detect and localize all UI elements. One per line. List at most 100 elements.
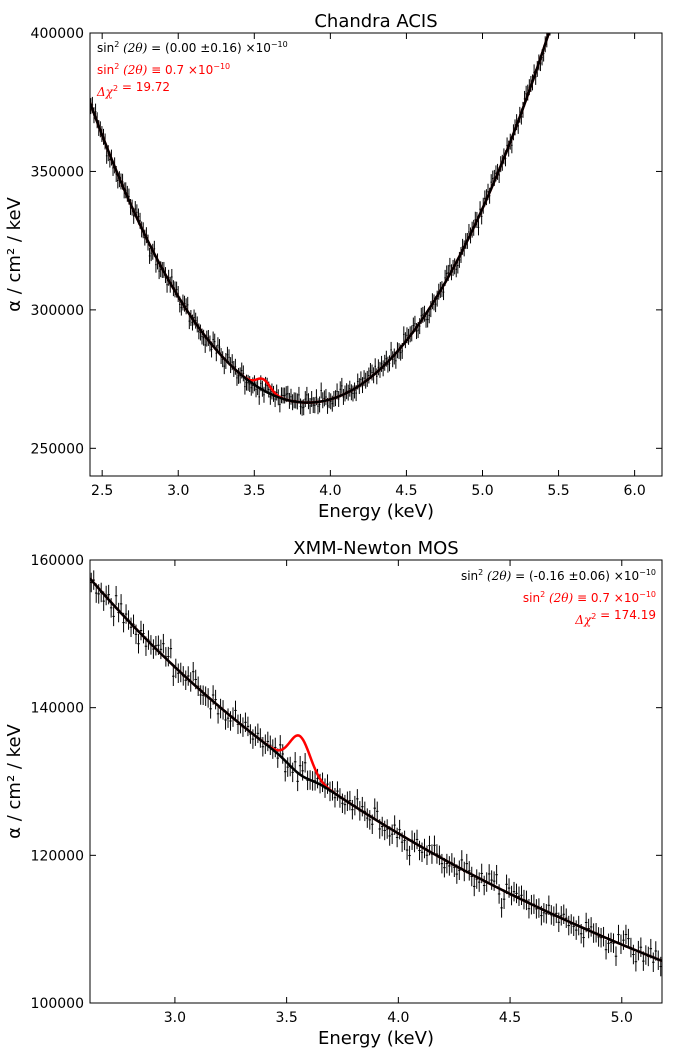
annotation-1: sin2 (2θ) = (0.00 ±0.16) ×10−10 [97, 40, 288, 55]
xmm-panel: 3.0 3.5 4.0 4.5 5.0 100000 120000 140000 160000 X… [4, 538, 663, 1049]
data-point [609, 932, 613, 953]
x-tick-label: 4.0 [387, 1010, 409, 1026]
data-point [314, 397, 316, 414]
data-point [448, 856, 451, 876]
data-point [129, 617, 133, 638]
data-point [274, 737, 277, 758]
data-point [520, 885, 523, 906]
data-point [652, 952, 655, 972]
data-point [137, 633, 140, 654]
data-point [172, 666, 175, 686]
data-point [604, 939, 608, 960]
data-point [368, 367, 370, 384]
data-point [318, 396, 321, 413]
data-point [307, 393, 310, 410]
data-point [512, 881, 516, 902]
x-tick-label: 4.0 [319, 483, 341, 499]
data-point [622, 930, 625, 950]
data-point [614, 946, 618, 966]
data-point [142, 623, 145, 644]
data-point [114, 585, 118, 606]
data-point [269, 388, 272, 405]
data-point [255, 381, 257, 398]
data-point [415, 829, 419, 850]
data-point [445, 853, 449, 874]
data-point [124, 604, 128, 624]
annotation-2: sin2 (2θ) ≡ 0.7 ×10−10 [523, 590, 656, 605]
data-point [312, 397, 315, 414]
data-point [191, 661, 195, 682]
data-point [398, 819, 401, 840]
data-point [515, 883, 518, 904]
data-point [244, 378, 246, 395]
data-point [552, 16, 554, 32]
data-point [167, 646, 170, 667]
x-axis-label: Energy (keV) [318, 1028, 434, 1049]
data-point [391, 351, 394, 368]
y-tick-label: 400000 [31, 26, 84, 42]
data-point [475, 869, 478, 889]
data-point [368, 810, 372, 830]
data-point [152, 639, 155, 659]
data-point [290, 388, 292, 405]
x-tick-label: 4.5 [499, 1010, 521, 1026]
data-point [276, 748, 280, 768]
data-point [299, 398, 302, 415]
data-point [403, 830, 406, 851]
data-point [624, 924, 628, 945]
data-point [216, 704, 220, 724]
y-tick-label: 120000 [31, 848, 84, 864]
data-point [556, 1, 558, 17]
x-tick-label: 3.5 [275, 1010, 297, 1026]
data-point [280, 387, 283, 404]
data-point [350, 384, 353, 401]
data-point [148, 247, 151, 264]
data-point [492, 871, 496, 891]
data-point [258, 388, 261, 405]
annotation-3: Δχ2 = 19.72 [96, 80, 170, 99]
fixed-mixing-model-line [90, 577, 662, 963]
data-point [201, 685, 205, 705]
data-point [502, 889, 506, 909]
data-point [374, 358, 376, 375]
data-point [158, 263, 160, 280]
data-point [433, 835, 436, 856]
data-point [296, 771, 299, 792]
data-point [112, 606, 115, 627]
data-point [291, 762, 294, 783]
data-point [617, 924, 620, 945]
data-point [356, 789, 359, 809]
fixed-mixing-model-line [90, 33, 551, 404]
data-point [477, 219, 480, 236]
data-point [105, 147, 108, 164]
data-point [395, 827, 399, 848]
data-point [443, 857, 446, 878]
data-point [453, 857, 456, 877]
data-point [246, 716, 250, 737]
data-point [326, 774, 329, 794]
x-tick-label: 3.0 [167, 483, 189, 499]
data-point [366, 808, 369, 828]
data-point [247, 374, 249, 391]
data-point [482, 875, 486, 896]
x-axis-label: Energy (keV) [318, 501, 434, 522]
x-tick-label: 3.0 [164, 1010, 186, 1026]
data-point [376, 801, 379, 822]
data-point [405, 840, 409, 860]
data-point [283, 761, 287, 782]
data-point [348, 380, 351, 397]
data-point [242, 365, 245, 382]
data-point [226, 346, 229, 363]
data-point [310, 391, 313, 408]
y-tick-label: 160000 [31, 553, 84, 569]
x-tick-label: 4.5 [395, 483, 417, 499]
data-point [458, 860, 461, 880]
data-point [184, 670, 187, 691]
data-point [449, 257, 451, 274]
data-point [325, 388, 327, 405]
data-point [551, 33, 553, 34]
data-point [342, 388, 345, 405]
data-point [293, 752, 297, 772]
data-point [472, 876, 476, 897]
